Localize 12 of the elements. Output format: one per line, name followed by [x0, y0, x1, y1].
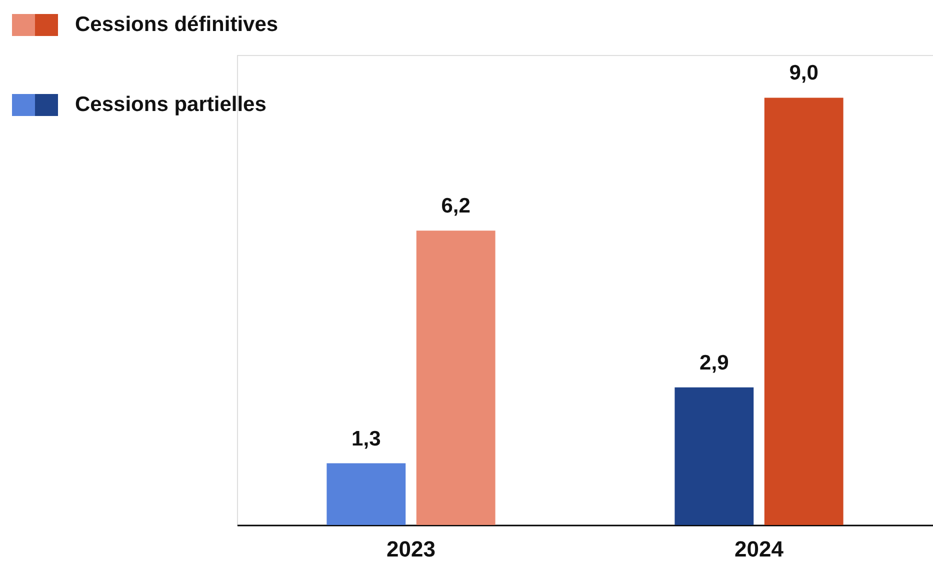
- bar: [416, 230, 496, 525]
- data-label: 6,2: [441, 194, 470, 218]
- x-tick-label: 2024: [734, 536, 784, 562]
- bar: [674, 387, 754, 525]
- x-tick-label: 2023: [386, 536, 436, 562]
- legend-label: Cessions partielles: [75, 93, 266, 116]
- bar: [764, 98, 844, 525]
- data-label: 2,9: [700, 351, 729, 374]
- data-label: 1,3: [352, 427, 381, 450]
- bar: [326, 463, 406, 525]
- legend-label: Cessions définitives: [75, 13, 278, 36]
- data-label: 9,0: [789, 62, 818, 85]
